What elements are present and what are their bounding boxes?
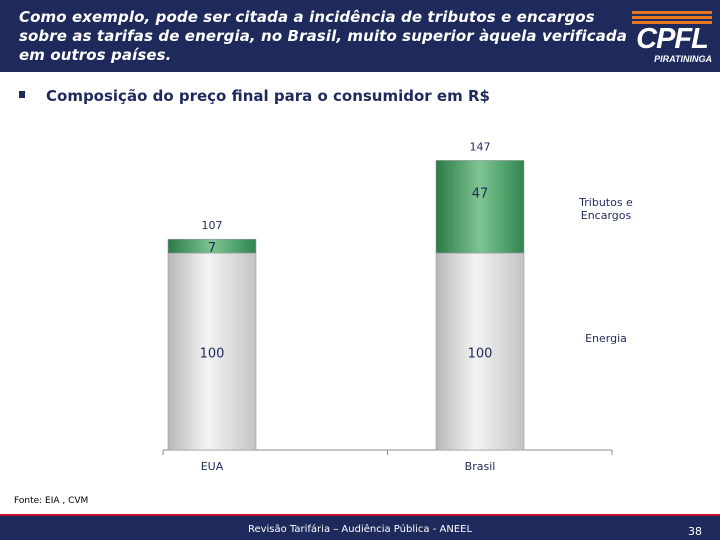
logo-stripes-icon	[632, 11, 712, 24]
stacked-bar-chart: 100 7 107 EUA 100 47 147 Brasil Tributos eEncarg…	[162, 140, 633, 473]
data-label: 7	[208, 241, 216, 256]
bar-segment-tributos-brasil	[435, 160, 525, 254]
source-note: Fonte: EIA , CVM	[14, 496, 89, 506]
cpfl-logo: CPFL PIRATININGA	[628, 8, 713, 66]
chart-heading: Composição do preço final para o consumi…	[46, 87, 490, 105]
slide-title: Como exemplo, pode ser citada a incidênc…	[19, 8, 627, 64]
bar-segment-energia-brasil	[435, 252, 525, 451]
footer-text: Revisão Tarifária – Audiência Pública - …	[247, 524, 473, 535]
x-tick-label: EUA	[201, 460, 224, 473]
legend-label: Tributos e	[578, 196, 633, 209]
bar-segment-tributos-eua	[167, 238, 257, 254]
total-label: 107	[202, 219, 223, 232]
total-label: 147	[470, 140, 491, 153]
title-bar: Como exemplo, pode ser citada a incidênc…	[0, 0, 720, 72]
page-number: 38	[688, 525, 702, 538]
legend-label: Energia	[585, 332, 627, 345]
bar-segment-energia-eua	[167, 252, 257, 451]
footer-bar: Revisão Tarifária – Audiência Pública - …	[0, 514, 720, 540]
legend-label: Encargos	[581, 209, 632, 222]
x-tick-label: Brasil	[465, 460, 496, 473]
bullet-icon	[19, 91, 25, 98]
data-label: 100	[468, 347, 493, 362]
logo-text: CPFL	[636, 23, 709, 55]
footer-accent-line	[0, 514, 720, 516]
data-label: 47	[472, 186, 489, 201]
logo-subtext: PIRATININGA	[654, 54, 712, 64]
data-label: 100	[200, 347, 225, 362]
